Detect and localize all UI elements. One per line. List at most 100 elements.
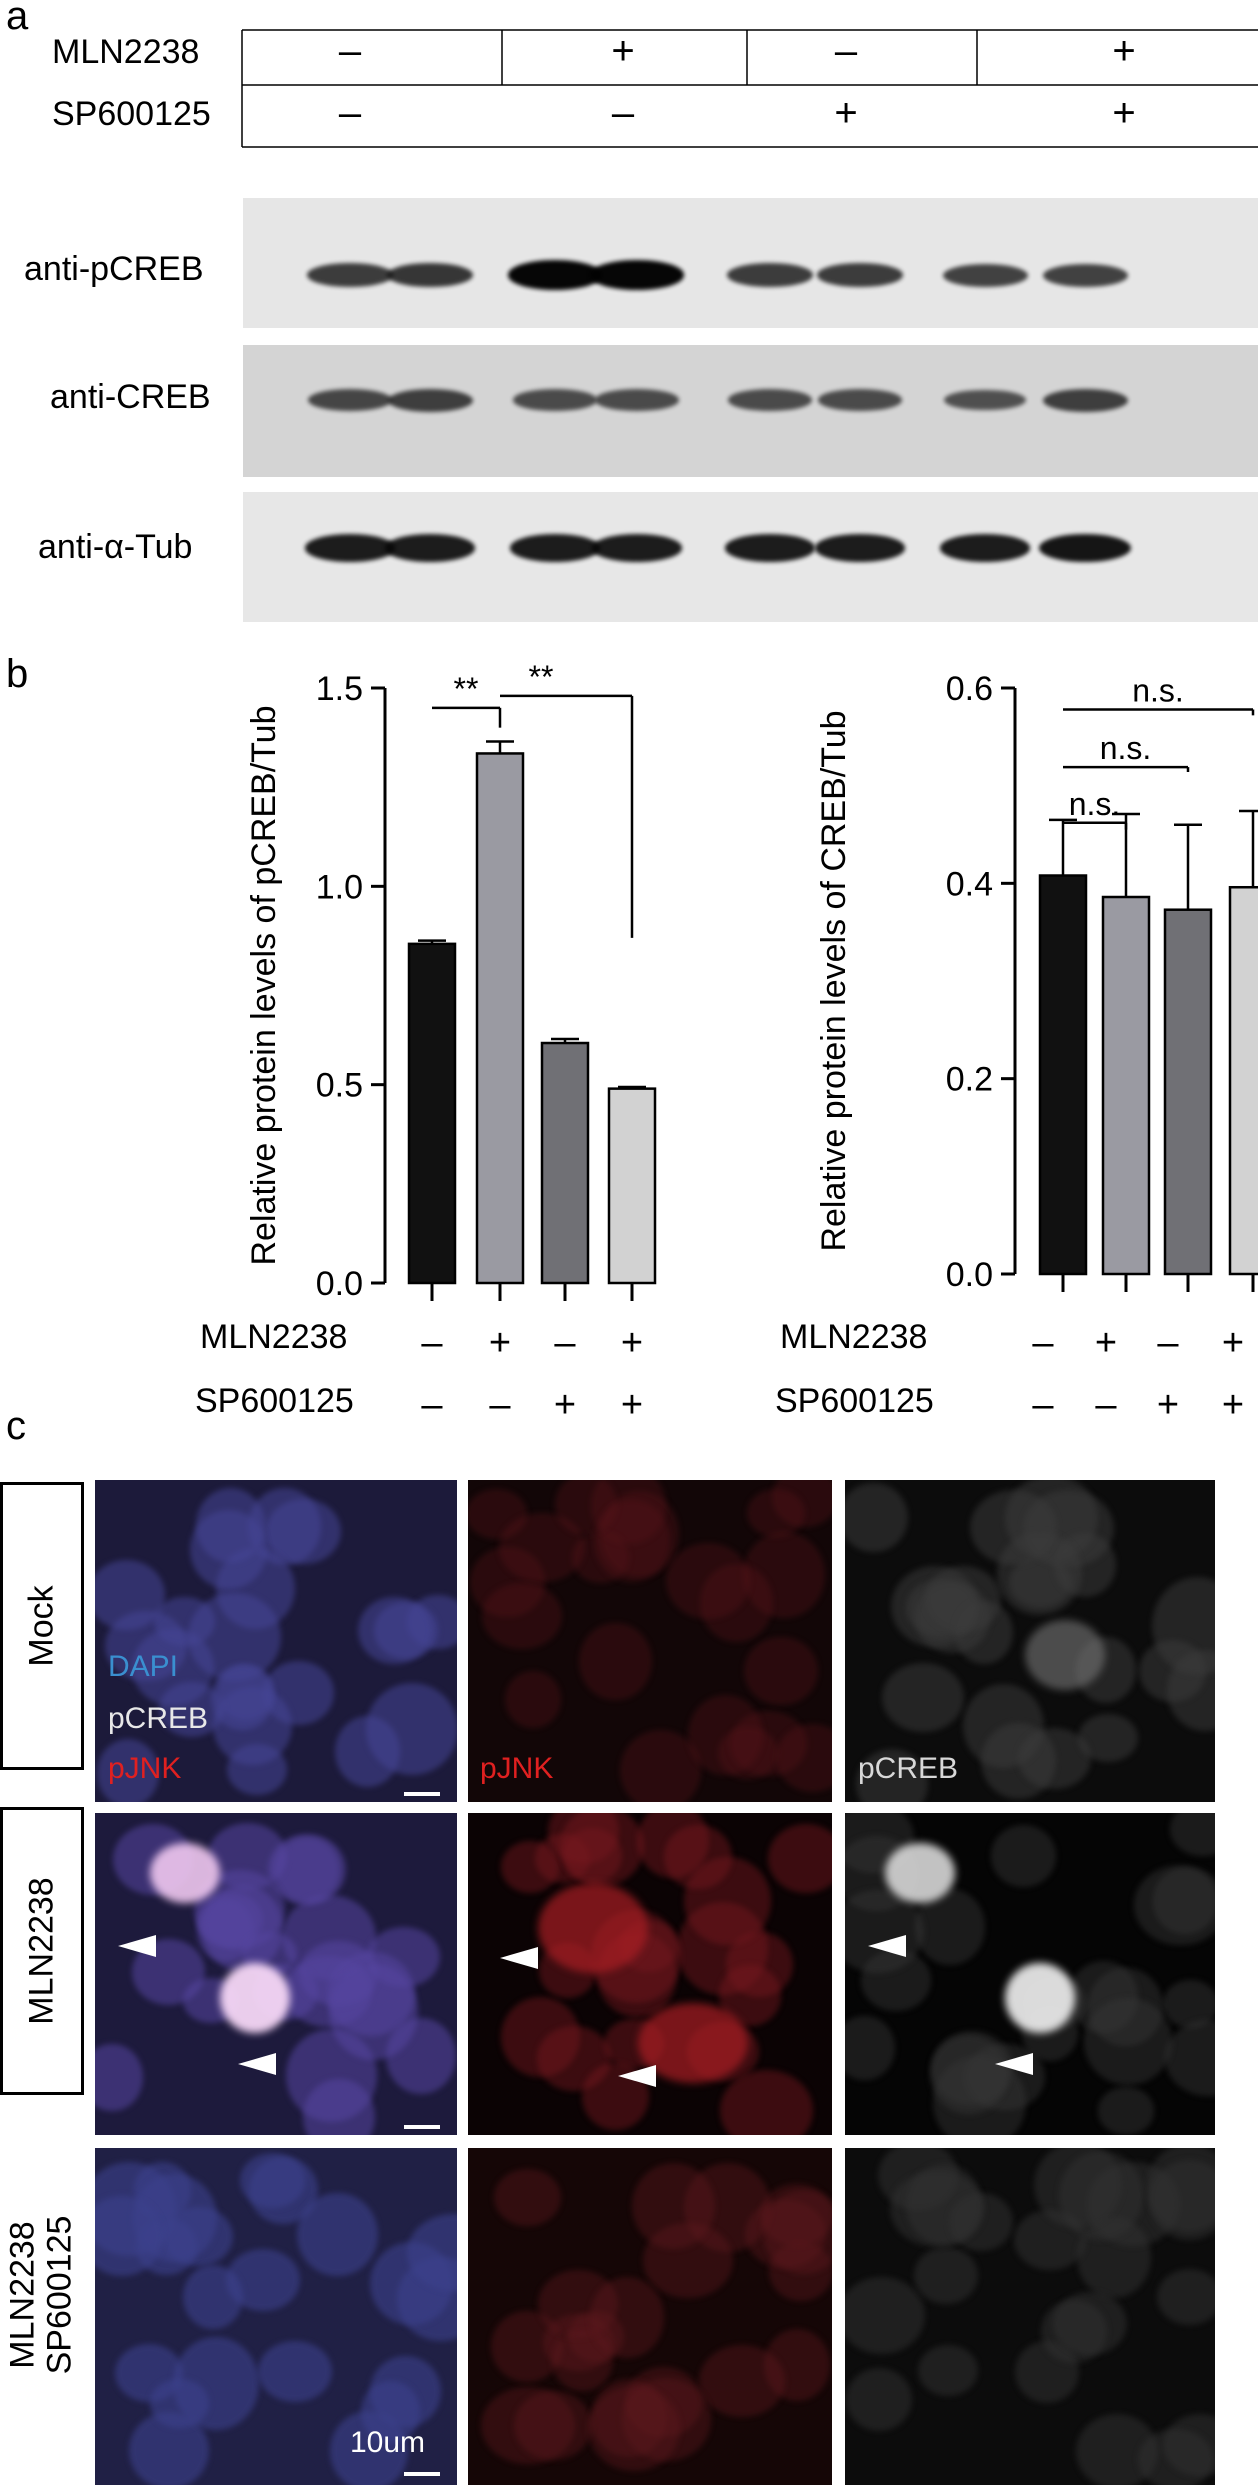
cell-nucleus xyxy=(514,2390,592,2460)
cell-nucleus xyxy=(589,2277,665,2358)
cell-nucleus xyxy=(1014,2340,1080,2403)
panel-a-letter: a xyxy=(6,0,29,38)
blot-band xyxy=(590,260,684,290)
cell-nucleus xyxy=(538,2269,618,2338)
y-tick-label: 1.0 xyxy=(316,868,363,906)
blot-band xyxy=(942,263,1028,287)
bright-cell xyxy=(638,2003,748,2083)
cell-nucleus xyxy=(470,1546,546,1618)
cell-nucleus xyxy=(210,1665,275,1731)
micrograph-mock-pcreb xyxy=(845,1480,1215,1802)
cell-nucleus xyxy=(699,1563,773,1643)
cell-nucleus xyxy=(1152,1868,1215,1934)
cell-nucleus xyxy=(96,1739,159,1802)
cell-nucleus xyxy=(501,1840,560,1894)
cell-nucleus xyxy=(240,2153,306,2208)
bar xyxy=(407,942,457,1285)
cell-nucleus xyxy=(1149,2160,1215,2241)
cell-nucleus xyxy=(698,2345,785,2418)
cell-nucleus xyxy=(743,1532,825,1618)
cell-nucleus xyxy=(582,2062,650,2131)
chart-left-row-label-mln: MLN2238 xyxy=(200,1318,348,1356)
blot-label-creb: anti-CREB xyxy=(50,378,211,416)
condition-sign: – xyxy=(421,1384,443,1426)
chart-pcreb-tub: Relative protein levels of pCREB/Tub 0.0 0… xyxy=(250,660,657,1303)
cell-nucleus xyxy=(534,1833,591,1884)
cell-nucleus xyxy=(1162,1979,1215,2029)
blot-band xyxy=(724,534,816,562)
blot-band xyxy=(508,260,602,290)
y-axis-label: Relative protein levels of pCREB/Tub xyxy=(250,705,283,1265)
bar xyxy=(540,1041,590,1285)
blot-band xyxy=(1039,534,1131,562)
cell-nucleus xyxy=(1169,1813,1215,1857)
cell-nucleus xyxy=(1034,2148,1123,2229)
cell-nucleus xyxy=(747,1489,806,1537)
cell-nucleus xyxy=(677,1902,769,1995)
cell-nucleus xyxy=(913,2247,979,2304)
cell-nucleus xyxy=(625,2367,703,2438)
panel-c-letter: c xyxy=(6,1404,26,1448)
condition-sign: – xyxy=(1032,1384,1054,1426)
cell-nucleus xyxy=(643,2222,733,2299)
cell-nucleus xyxy=(744,2199,827,2269)
cell-nucleus xyxy=(257,2340,332,2402)
cell-nucleus xyxy=(663,1824,733,1889)
row-label-mock-text: Mock xyxy=(22,1585,61,1667)
cell-nucleus xyxy=(970,1490,1058,1566)
bright-cell xyxy=(885,1843,955,1903)
scale-bar-label: 10um xyxy=(350,2426,426,2459)
cell-nucleus xyxy=(150,2378,210,2429)
blot-band xyxy=(304,534,396,562)
cell-nucleus xyxy=(196,1488,266,1563)
cell-nucleus xyxy=(917,2345,979,2396)
micrograph-mln-pcreb xyxy=(845,1813,1215,2135)
cell-nucleus xyxy=(365,1683,457,1775)
row-label-mln: MLN2238 xyxy=(0,1807,84,2095)
cell-nucleus xyxy=(860,1949,931,2011)
scale-bar-mln-sp xyxy=(404,2472,440,2476)
micrograph-mln-sp-merge xyxy=(95,2148,457,2485)
cell-nucleus xyxy=(924,1565,1002,1633)
cell-nucleus xyxy=(619,1729,702,1802)
cell-nucleus xyxy=(719,2069,814,2135)
bar xyxy=(1038,874,1088,1276)
bright-cell xyxy=(538,1883,648,1973)
blot-band xyxy=(943,389,1027,411)
channel-label-pcreb: pCREB xyxy=(858,1752,959,1785)
cell-nucleus xyxy=(1156,2268,1215,2325)
bar xyxy=(1163,908,1213,1276)
cell-nucleus xyxy=(498,1513,586,1583)
condition-sign: + xyxy=(1221,1322,1245,1364)
cell-nucleus xyxy=(882,1662,964,1732)
significance-label: ** xyxy=(454,671,479,707)
bar xyxy=(1228,885,1258,1276)
condition-sign: + xyxy=(1094,1322,1118,1364)
condition-sign: – xyxy=(1157,1322,1179,1364)
cell-nucleus xyxy=(358,1596,431,1665)
blot-band xyxy=(1042,388,1128,412)
bright-cell xyxy=(220,1963,290,2033)
cell-nucleus xyxy=(666,1543,751,1620)
table-sign: + xyxy=(1112,91,1136,135)
blot-band xyxy=(818,389,902,411)
cell-nucleus xyxy=(468,1488,528,1539)
cell-nucleus xyxy=(95,1559,166,1630)
table-row-label-mln: MLN2238 xyxy=(52,33,200,71)
condition-sign: – xyxy=(421,1322,443,1364)
cell-nucleus xyxy=(491,2310,564,2382)
chart-creb-tub: Relative protein levels of CREB/Tub 0.0 0.… xyxy=(820,670,1258,1294)
legend-pcreb: pCREB xyxy=(108,1702,209,1735)
cell-nucleus xyxy=(730,1711,807,1776)
cell-nucleus xyxy=(1152,1576,1215,1675)
cell-nucleus xyxy=(591,2379,667,2457)
cell-nucleus xyxy=(845,2277,926,2355)
y-tick-label: 0.4 xyxy=(946,865,993,903)
condition-sign: + xyxy=(620,1384,644,1426)
cell-nucleus xyxy=(760,2184,832,2247)
cell-nucleus xyxy=(772,1480,832,1527)
condition-sign: + xyxy=(1156,1384,1180,1426)
cell-nucleus xyxy=(587,2385,680,2472)
legend-pjnk: pJNK xyxy=(108,1752,182,1785)
cell-nucleus xyxy=(567,2311,624,2362)
